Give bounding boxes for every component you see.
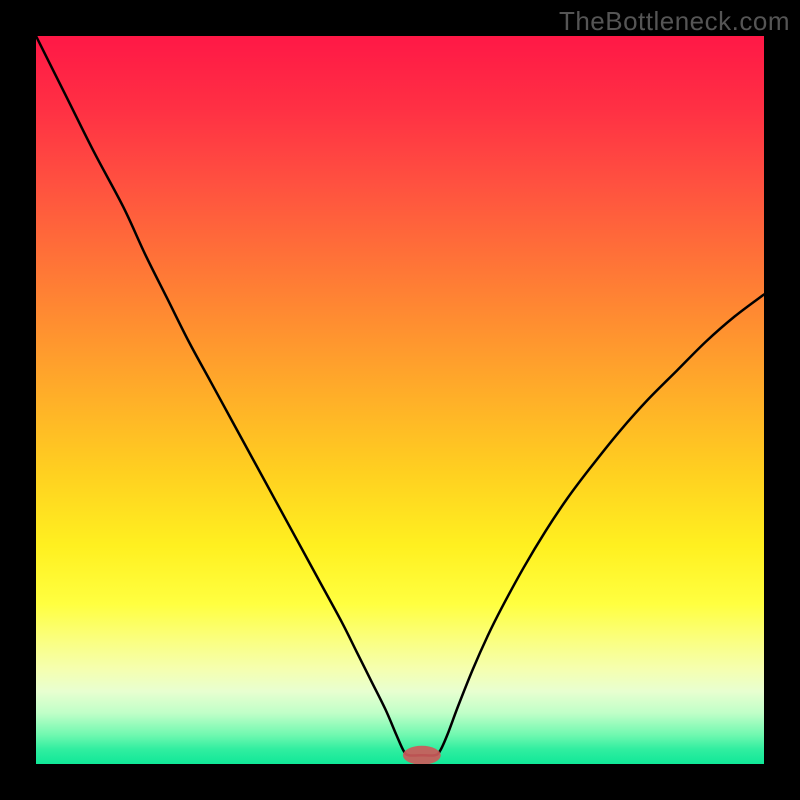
gradient-background <box>36 36 764 764</box>
chart-frame: TheBottleneck.com <box>0 0 800 800</box>
watermark-label: TheBottleneck.com <box>559 6 790 37</box>
plot-area <box>36 36 764 764</box>
bottleneck-chart <box>36 36 764 764</box>
optimal-marker <box>403 746 441 764</box>
